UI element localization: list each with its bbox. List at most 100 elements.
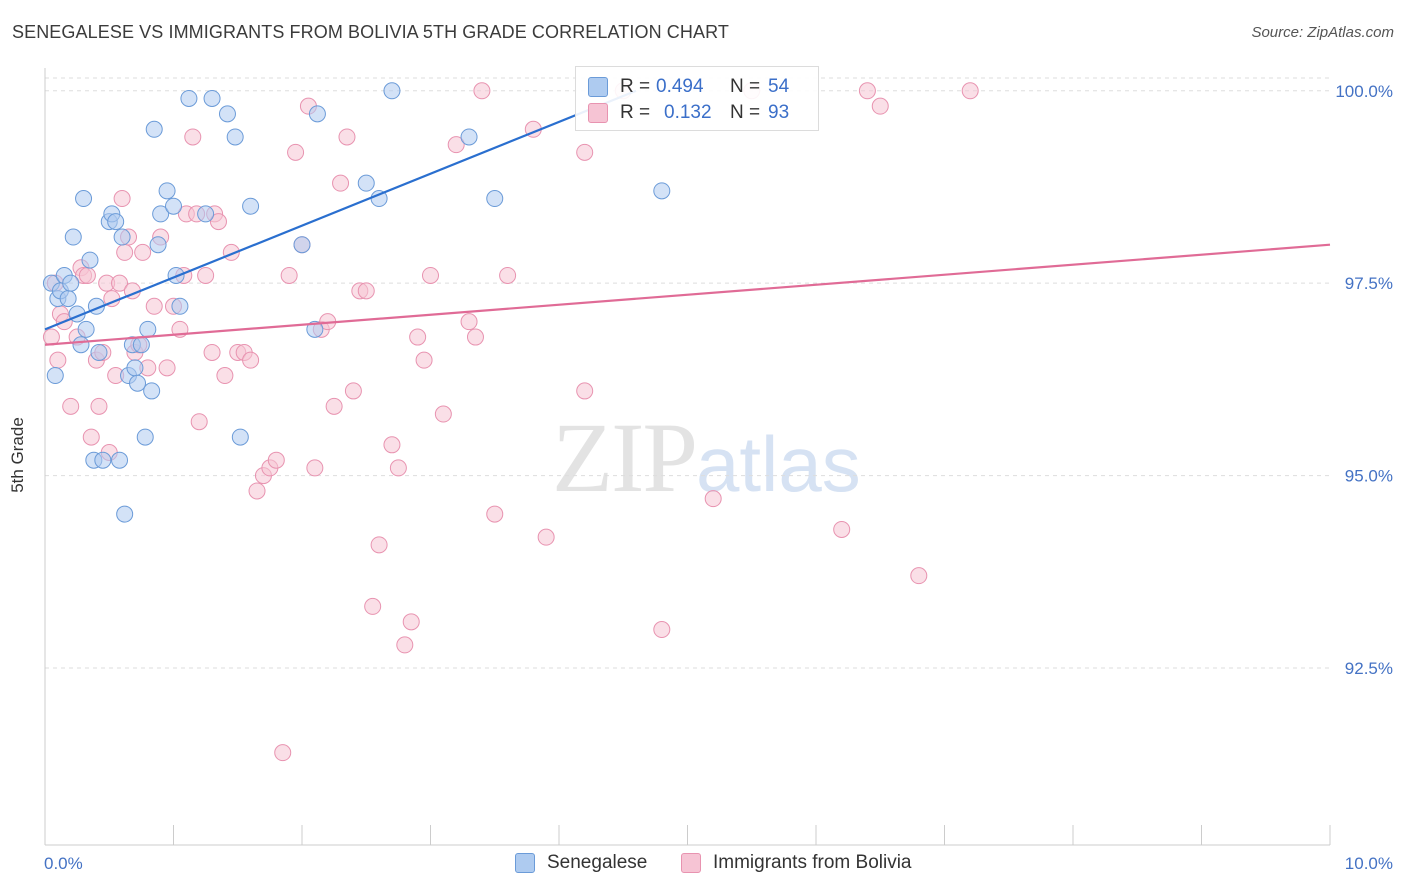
senegalese-point-34 xyxy=(158,182,176,200)
series-senegalese xyxy=(42,82,671,523)
x-tick-label-1: 10.0% xyxy=(1345,854,1393,873)
senegalese-point-41 xyxy=(218,105,236,123)
bolivia-point-78 xyxy=(486,505,504,523)
watermark: ZIPatlas xyxy=(552,400,861,515)
senegalese-point-1 xyxy=(46,367,64,385)
bolivia-point-72 xyxy=(422,266,439,284)
bolivia-point-60 xyxy=(338,128,356,146)
bolivia-point-69 xyxy=(402,613,420,631)
senegalese-point-9 xyxy=(72,336,90,354)
bolivia-point-27 xyxy=(145,297,163,315)
senegalese-point-50 xyxy=(383,82,401,100)
bolivia-point-82 xyxy=(576,143,594,161)
senegalese-point-28 xyxy=(136,428,154,446)
bolivia-point-58 xyxy=(325,397,343,415)
senegalese-point-43 xyxy=(231,428,249,446)
correlation-legend: R = 0.494 N = 54 R = 0.132 N = 93 xyxy=(575,66,819,131)
senegalese-point-47 xyxy=(306,320,324,338)
legend-row-bolivia: R = 0.132 N = 93 xyxy=(588,101,789,125)
legend-swatch-pink xyxy=(681,853,701,873)
bolivia-point-50 xyxy=(274,744,292,762)
bolivia-point-9 xyxy=(78,266,96,284)
bolivia-point-67 xyxy=(389,459,407,477)
trend-lines xyxy=(44,89,1331,346)
y-tick-label-1: 95.0% xyxy=(1345,467,1393,486)
bolivia-point-85 xyxy=(653,621,671,639)
y-tick-label-0: 92.5% xyxy=(1345,659,1393,678)
senegalese-point-37 xyxy=(171,297,189,315)
bolivia-point-79 xyxy=(499,266,517,284)
senegalese-point-46 xyxy=(308,105,326,123)
senegalese-point-11 xyxy=(77,320,95,338)
senegalese-point-20 xyxy=(111,451,129,469)
senegalese-point-12 xyxy=(81,251,99,269)
bolivia-point-92 xyxy=(961,82,979,100)
bolivia-point-88 xyxy=(833,520,851,538)
bolivia-point-41 xyxy=(216,367,234,385)
n-label: N = xyxy=(730,102,761,123)
senegalese-point-44 xyxy=(242,197,260,215)
senegalese-point-45 xyxy=(293,236,311,254)
senegalese-point-32 xyxy=(149,236,167,254)
bolivia-point-90 xyxy=(871,97,889,115)
senegalese-point-35 xyxy=(165,197,182,215)
bolivia-point-18 xyxy=(111,274,129,292)
legend-item-senegalese[interactable]: Senegalese xyxy=(515,852,647,874)
senegalese-point-51 xyxy=(460,128,478,146)
bolivia-point-74 xyxy=(447,136,465,154)
bolivia-point-91 xyxy=(910,567,928,585)
senegalese-point-42 xyxy=(226,128,244,146)
bolivia-point-75 xyxy=(460,313,478,331)
legend-swatch-blue xyxy=(515,853,535,873)
watermark-atlas: atlas xyxy=(696,420,861,508)
y-tick-label-2: 97.5% xyxy=(1345,274,1393,293)
senegalese-point-53 xyxy=(653,182,671,200)
senegalese-point-22 xyxy=(116,505,134,523)
senegalese-point-16 xyxy=(94,451,112,469)
source-label: Source: ZipAtlas.com xyxy=(1251,24,1394,41)
senegalese-point-29 xyxy=(139,320,157,338)
senegalese-point-40 xyxy=(203,89,221,107)
senegalese-point-26 xyxy=(129,374,147,392)
y-tick-label-3: 100.0% xyxy=(1335,82,1393,101)
bolivia-point-37 xyxy=(197,266,215,284)
bolivia-point-36 xyxy=(190,413,208,431)
bolivia-point-34 xyxy=(184,128,202,146)
senegalese-point-25 xyxy=(126,359,144,377)
bolivia-point-46 xyxy=(248,482,266,500)
senegalese-point-7 xyxy=(64,228,82,246)
bolivia-point-61 xyxy=(344,382,362,400)
bolivia-point-25 xyxy=(134,243,152,261)
bolivia-point-66 xyxy=(383,436,401,454)
senegalese-point-52 xyxy=(486,190,504,208)
bolivia-point-68 xyxy=(396,636,414,654)
watermark-zip: ZIP xyxy=(552,402,698,513)
bolivia-point-19 xyxy=(113,190,131,208)
senegalese-point-5 xyxy=(59,290,77,308)
bolivia-point-10 xyxy=(82,428,100,446)
series-legend: Senegalese Immigrants from Bolivia xyxy=(0,852,1406,876)
bolivia-point-64 xyxy=(364,597,382,615)
legend-swatch-blue xyxy=(588,77,608,97)
legend-swatch-pink xyxy=(588,103,608,123)
bolivia-point-52 xyxy=(287,143,305,161)
bolivia-point-49 xyxy=(267,451,285,469)
bolivia-point-86 xyxy=(704,490,722,508)
bolivia-point-20 xyxy=(116,243,134,261)
legend-label-bolivia: Immigrants from Bolivia xyxy=(713,852,912,873)
senegalese-point-31 xyxy=(145,120,163,138)
bolivia-point-70 xyxy=(409,328,427,346)
bolivia-point-0 xyxy=(42,328,60,346)
trend-line-bolivia xyxy=(44,243,1331,346)
senegalese-point-48 xyxy=(357,174,375,192)
legend-item-bolivia[interactable]: Immigrants from Bolivia xyxy=(681,852,912,874)
legend-row-senegalese: R = 0.494 N = 54 xyxy=(588,75,789,99)
senegalese-point-21 xyxy=(113,228,131,246)
bolivia-point-55 xyxy=(306,459,324,477)
senegalese-point-10 xyxy=(75,190,93,208)
senegalese-point-6 xyxy=(62,274,80,292)
bolivia-point-5 xyxy=(62,397,80,415)
bolivia-point-51 xyxy=(280,266,298,284)
bolivia-point-65 xyxy=(370,536,388,554)
